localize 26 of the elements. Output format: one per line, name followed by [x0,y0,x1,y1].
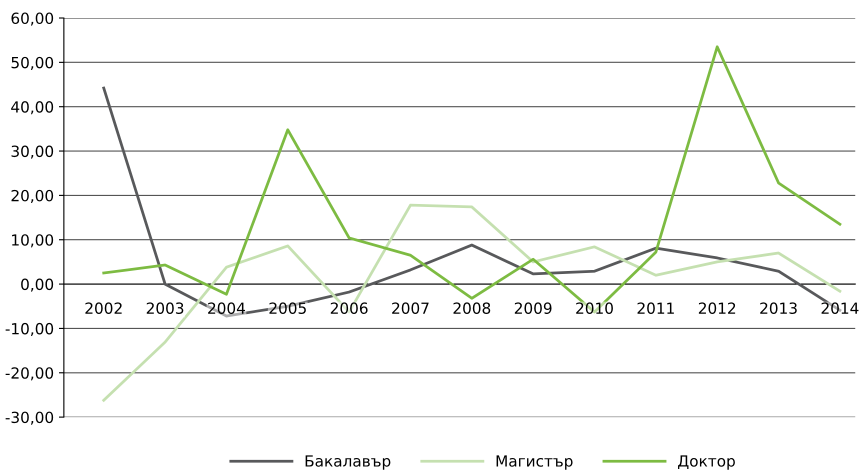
y-tick-label: 20,00 [12,190,54,203]
x-tick-label: 2013 [760,302,797,314]
x-tick-label: 2009 [514,302,552,314]
y-tick-label: 10,00 [12,234,54,248]
y-tick-label: -20,00 [6,367,54,380]
y-tick-label: 30,00 [12,146,54,159]
x-tick-label: 2003 [146,302,184,314]
y-tick-label: -30,00 [6,412,54,425]
legend-label: Доктор [678,455,735,470]
x-tick-label: 2007 [392,302,429,314]
y-tick-label: 50,00 [12,56,54,70]
y-tick-label: -10,00 [6,322,54,336]
x-tick-label: 2014 [822,302,858,314]
x-tick-label: 2002 [85,302,122,314]
y-tick-label: 0,00 [21,278,54,292]
x-tick-label: 2012 [698,302,736,314]
legend-label: Магистър [496,455,573,470]
x-tick-label: 2010 [576,302,613,314]
y-tick-label: 60,00 [11,12,54,26]
x-tick-label: 2011 [638,302,674,314]
x-tick-label: 2005 [269,302,306,314]
legend-label: Бакалавър [306,455,390,470]
x-tick-label: 2008 [453,302,490,314]
x-tick-label: 2006 [330,302,368,314]
x-tick-label: 2004 [208,302,246,314]
y-tick-label: 40,00 [11,101,54,114]
